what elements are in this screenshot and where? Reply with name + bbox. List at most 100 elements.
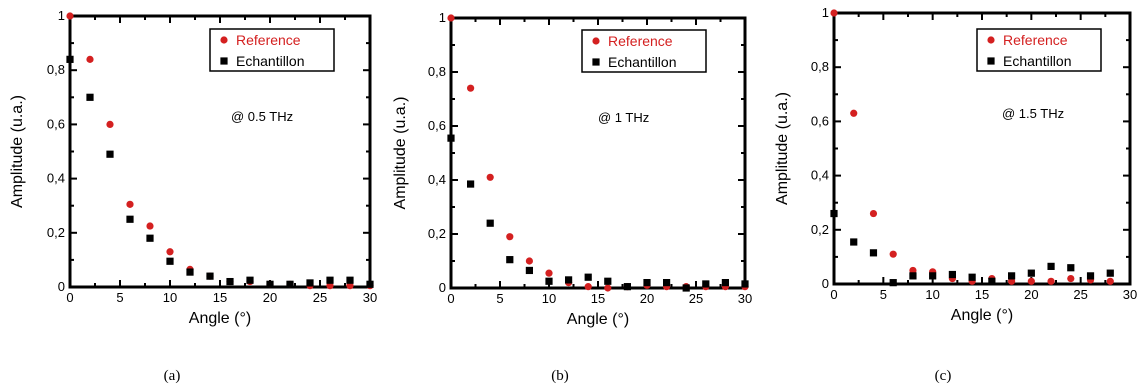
y-tick-label: 0,6 [47,116,65,131]
echantillon-point [126,215,134,223]
legend-echantillon-marker [987,57,995,65]
echantillon-point [106,150,114,158]
y-tick-label: 0,2 [811,222,829,237]
legend-echantillon-label: Echantillon [608,54,677,70]
reference-point [1047,277,1055,285]
legend-reference-label: Reference [608,33,673,49]
x-tick-label: 15 [975,287,989,302]
echantillon-point [968,273,976,281]
echantillon-point [346,276,354,284]
echantillon-point [721,279,729,287]
echantillon-point [850,238,858,246]
y-tick-label: 0,6 [428,118,446,133]
echantillon-point [246,276,254,284]
y-tick-label: 0 [439,280,446,295]
legend-echantillon-marker [220,57,228,65]
echantillon-point [206,272,214,280]
x-tick-label: 30 [738,291,752,306]
reference-point [146,222,154,230]
echantillon-point [146,234,154,242]
chart-panel-c: 0 5 10 15 20 25 30 0 0,2 0,4 0,6 0,8 1 Angle (°) Ampli… [774,5,1137,384]
echantillon-point [467,180,475,188]
x-tick-label: 30 [363,290,377,305]
echantillon-point [682,284,690,292]
echantillon-point [643,279,651,287]
echantillon-point [988,277,996,285]
legend: Reference Echantillon [976,28,1102,72]
legend-reference-marker [592,37,600,45]
chart-panel-a: 0 5 10 15 20 25 30 0 0,2 0,4 0,6 0,8 1 Angle (°) Ampli… [9,8,377,384]
y-axis-title: Amplitude (u.a.) [9,95,26,208]
echantillon-point [1106,269,1114,277]
reference-point [889,250,897,258]
y-axis-title: Amplitude (u.a.) [774,92,791,205]
echantillon-point [1086,272,1095,280]
echantillon-point [86,93,94,101]
legend: Reference Echantillon [209,28,335,72]
legend-box [976,28,1102,72]
echantillon-point [584,273,592,281]
echantillon-point [186,268,194,276]
x-tick-label: 0 [447,291,454,306]
legend-reference-marker [987,36,995,44]
reference-point [486,173,494,181]
echantillon-point [604,277,612,285]
reference-point [1008,277,1016,285]
reference-point [346,282,354,290]
legend-echantillon-label: Echantillon [1003,53,1072,69]
y-tick-label: 0,2 [428,226,446,241]
reference-point [447,14,455,22]
x-tick-label: 5 [496,291,503,306]
y-tick-label: 0,6 [811,113,829,128]
x-tick-label: 25 [313,290,327,305]
reference-point [1027,277,1035,285]
x-tick-label: 30 [1123,287,1137,302]
x-tick-label: 20 [263,290,277,305]
reference-point [467,84,475,92]
reference-point [604,284,612,292]
echantillon-point [741,280,749,288]
echantillon-point [506,256,514,264]
echantillon-point [702,280,710,288]
echantillon-point [1027,269,1035,277]
y-axis-title: Amplitude (u.a.) [392,97,409,210]
reference-point [545,269,553,277]
x-tick-label: 10 [163,290,177,305]
frequency-annotation: @ 1 THz [598,110,649,125]
reference-point [525,257,534,265]
echantillon-point [266,280,274,288]
frequency-annotation: @ 1.5 THz [1002,106,1064,121]
echantillon-point [226,277,234,286]
y-tick-label: 1 [822,5,829,20]
echantillon-point [869,249,878,257]
reference-point [1067,274,1075,283]
subfigure-caption: (c) [935,368,952,384]
reference-point [869,209,878,218]
echantillon-point [366,280,374,288]
reference-point [1106,277,1114,285]
reference-point [166,248,174,256]
reference-point [86,55,94,63]
legend: Reference Echantillon [581,29,707,73]
subfigure-caption: (b) [551,368,569,384]
y-tick-label: 0,4 [811,168,829,183]
echantillon-point [889,279,897,287]
x-tick-label: 0 [66,290,73,305]
y-tick-label: 0 [58,279,65,294]
y-tick-label: 0 [822,276,829,291]
subfigure-caption: (a) [164,368,181,384]
echantillon-point [929,272,937,280]
y-tick-label: 1 [439,10,446,25]
y-tick-label: 0,2 [47,225,65,240]
echantillon-point [286,280,294,288]
legend-reference-marker [220,36,228,44]
echantillon-point [1008,272,1016,280]
reference-point [66,12,74,20]
frequency-annotation: @ 0.5 THz [231,109,293,124]
echantillon-point [1047,262,1055,270]
echantillon-point [909,272,917,280]
echantillon-point [623,283,631,291]
echantillon-point [306,279,314,287]
echantillon-point [326,276,334,284]
